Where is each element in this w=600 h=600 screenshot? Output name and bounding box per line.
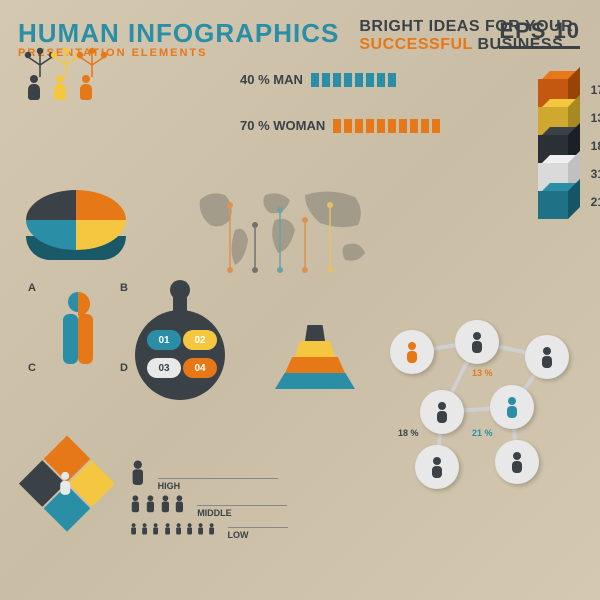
diamond-center-icon [57, 471, 73, 500]
person-icon [377, 119, 385, 133]
network-node [525, 335, 569, 379]
person-icon [366, 119, 374, 133]
size-row: HIGH [130, 460, 288, 491]
cube-label: 31 % [591, 167, 600, 181]
cube-stack: 17 %13 %18 %31 %21 % [538, 75, 580, 215]
branch-people-group [28, 75, 106, 105]
pyramid-chart [275, 325, 355, 389]
person-icon [130, 495, 141, 518]
person-icon [130, 460, 146, 491]
number-pill: 04 [183, 358, 217, 378]
person-icon [152, 522, 159, 540]
network-chart: 13 % 18 % 21 % [380, 320, 580, 480]
person-icon [322, 73, 330, 87]
size-label: HIGH [158, 478, 278, 491]
person-icon [344, 73, 352, 87]
number-pill: 03 [147, 358, 181, 378]
person-icon [164, 522, 171, 540]
stat-woman-label: 70 % WOMAN [240, 118, 325, 133]
person-icon [388, 119, 396, 133]
network-node [420, 390, 464, 434]
person-icon [377, 73, 385, 87]
eps-badge: EPS 10 [499, 18, 580, 49]
number-pill: 01 [147, 330, 181, 350]
person-icon [175, 522, 182, 540]
person-icon [366, 73, 374, 87]
branch-person [80, 75, 92, 105]
network-node [495, 440, 539, 484]
person-icon [399, 119, 407, 133]
network-node [390, 330, 434, 374]
person-icon [141, 522, 148, 540]
split-person-chart: A B C D [48, 290, 108, 370]
number-pill: 02 [183, 330, 217, 350]
person-icon [208, 522, 215, 540]
pie-chart [26, 190, 126, 260]
network-label: 18 % [398, 428, 419, 438]
network-label: 21 % [472, 428, 493, 438]
cube-item: 21 % [538, 187, 580, 219]
pyramid-layer [305, 325, 325, 341]
person-icon [174, 495, 185, 518]
person-icon [388, 73, 396, 87]
person-icon [311, 73, 319, 87]
person-icon [344, 119, 352, 133]
person-icon [145, 495, 156, 518]
person-icon [333, 119, 341, 133]
size-row: MIDDLE [130, 495, 288, 518]
size-row: LOW [130, 522, 288, 540]
cube-label: 17 % [591, 83, 600, 97]
size-label: MIDDLE [197, 505, 287, 518]
numbered-circle: 01020304 [135, 310, 235, 410]
stat-man-label: 40 % MAN [240, 72, 303, 87]
person-icon [355, 73, 363, 87]
cube-label: 13 % [591, 111, 600, 125]
pyramid-layer [275, 373, 355, 389]
network-node [415, 445, 459, 489]
diamond-chart [18, 436, 117, 535]
pyramid-layer [295, 341, 335, 357]
person-icon [355, 119, 363, 133]
stat-woman: 70 % WOMAN [240, 118, 440, 133]
size-chart: HIGH MIDDLE LOW [130, 460, 288, 544]
person-icon [410, 119, 418, 133]
person-icon [186, 522, 193, 540]
world-map [190, 175, 380, 285]
person-icon [421, 119, 429, 133]
size-label: LOW [228, 527, 288, 540]
network-label: 13 % [472, 368, 493, 378]
branch-person [54, 75, 66, 105]
stat-man: 40 % MAN [240, 72, 396, 87]
network-node [455, 320, 499, 364]
cube-label: 18 % [591, 139, 600, 153]
person-icon [197, 522, 204, 540]
person-icon [333, 73, 341, 87]
network-node [490, 385, 534, 429]
pyramid-layer [285, 357, 345, 373]
cube-label: 21 % [591, 195, 600, 209]
branch-person [28, 75, 40, 105]
person-icon [432, 119, 440, 133]
person-icon [130, 522, 137, 540]
person-icon [160, 495, 171, 518]
